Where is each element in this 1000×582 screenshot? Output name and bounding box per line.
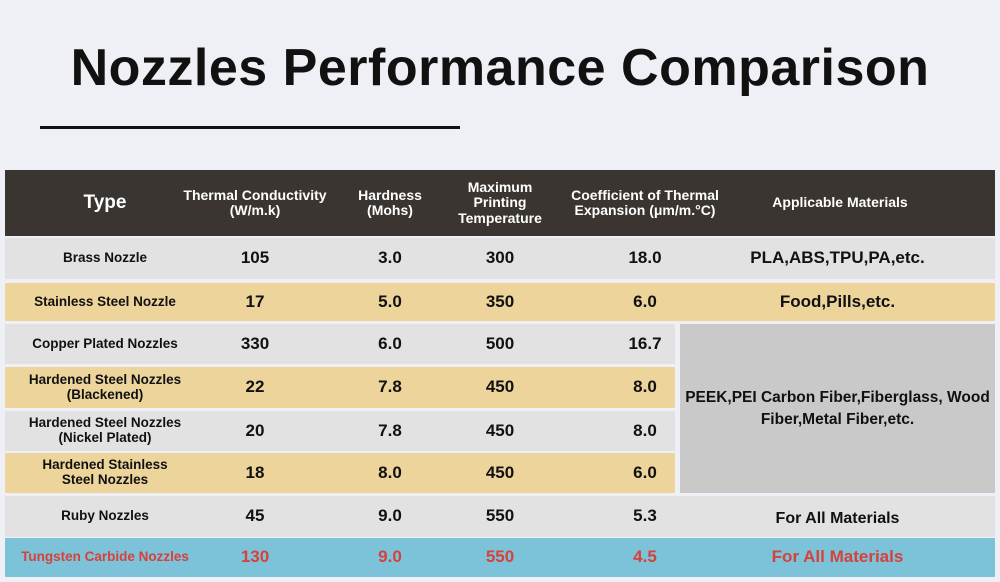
header-thermal-conductivity: Thermal Conductivity (W/m.k) — [183, 186, 327, 218]
header-materials: Applicable Materials — [772, 194, 908, 211]
cell-cte: 16.7 — [628, 333, 662, 353]
cell-hardness: 7.8 — [378, 377, 402, 397]
table-header: Type Thermal Conductivity (W/m.k) Hardne… — [5, 170, 995, 236]
cell-type: Tungsten Carbide Nozzles — [21, 549, 189, 565]
cell-materials: PLA,ABS,TPU,PA,etc. — [750, 248, 925, 268]
title-underline — [40, 126, 460, 129]
table-row: Brass Nozzle 105 3.0 300 18.0 PLA,ABS,TP… — [5, 238, 995, 279]
cell-temp: 350 — [485, 291, 515, 311]
page-title: Nozzles Performance Comparison — [70, 39, 930, 97]
cell-tc: 130 — [240, 547, 270, 567]
header-type: Type — [83, 191, 127, 213]
table-row: Ruby Nozzles 45 9.0 550 5.3 — [5, 496, 995, 537]
cell-hardness: 3.0 — [378, 248, 402, 268]
table-row: Stainless Steel Nozzle 17 5.0 350 6.0 Fo… — [5, 283, 995, 321]
table-row: Copper Plated Nozzles 330 6.0 500 16.7 — [5, 324, 675, 364]
cell-hardness: 5.0 — [378, 291, 402, 311]
cell-materials: For All Materials — [771, 547, 904, 567]
cell-cte: 18.0 — [628, 248, 662, 268]
cell-tc: 105 — [240, 248, 270, 268]
cell-temp: 450 — [485, 462, 515, 482]
cell-hardness: 8.0 — [378, 462, 402, 482]
cell-tc: 45 — [245, 506, 265, 526]
cell-cte: 5.3 — [633, 506, 657, 526]
table-row-highlighted: Tungsten Carbide Nozzles 130 9.0 550 4.5… — [5, 538, 995, 577]
table-row: Hardened Steel Nozzles (Blackened) 22 7.… — [5, 367, 675, 408]
table-row: Hardened Stainless Steel Nozzles 18 8.0 … — [5, 453, 675, 493]
cell-temp: 300 — [485, 248, 515, 268]
cell-materials: For All Materials — [775, 510, 900, 527]
cell-tc: 22 — [245, 377, 265, 397]
cell-temp: 550 — [485, 506, 515, 526]
cell-type: Ruby Nozzles — [61, 508, 149, 524]
cell-type: Hardened Steel Nozzles (Nickel Plated) — [28, 415, 182, 445]
cell-hardness: 6.0 — [378, 333, 402, 353]
cell-tc: 330 — [240, 333, 270, 353]
cell-cte: 8.0 — [633, 377, 657, 397]
cell-tc: 18 — [245, 462, 265, 482]
cell-type: Stainless Steel Nozzle — [34, 293, 176, 309]
cell-materials-merged: PEEK,PEI Carbon Fiber,Fiberglass, Wood F… — [680, 324, 995, 493]
header-hardness: Hardness (Mohs) — [358, 186, 422, 218]
cell-cte: 6.0 — [633, 462, 657, 482]
cell-cte: 6.0 — [633, 291, 657, 311]
cell-hardness: 7.8 — [378, 420, 402, 440]
cell-materials: Food,Pills,etc. — [779, 291, 896, 311]
cell-temp: 500 — [485, 333, 515, 353]
cell-temp: 550 — [485, 547, 515, 567]
cell-hardness: 9.0 — [378, 506, 402, 526]
cell-type: Copper Plated Nozzles — [32, 335, 178, 351]
cell-temp: 450 — [485, 377, 515, 397]
cell-type: Hardened Stainless Steel Nozzles — [42, 457, 168, 487]
cell-tc: 20 — [245, 420, 265, 440]
cell-type: Hardened Steel Nozzles (Blackened) — [28, 371, 182, 402]
cell-cte: 4.5 — [633, 547, 657, 567]
cell-hardness: 9.0 — [378, 547, 402, 567]
cell-type: Brass Nozzle — [62, 250, 148, 266]
cell-tc: 17 — [245, 291, 265, 311]
cell-cte: 8.0 — [633, 420, 657, 440]
cell-temp: 450 — [485, 420, 515, 440]
table-row: Hardened Steel Nozzles (Nickel Plated) 2… — [5, 411, 675, 451]
header-cte: Coefficient of Thermal Expansion (μm/m.°… — [571, 186, 719, 218]
header-max-temp: Maximum Printing Temperature — [458, 178, 542, 226]
